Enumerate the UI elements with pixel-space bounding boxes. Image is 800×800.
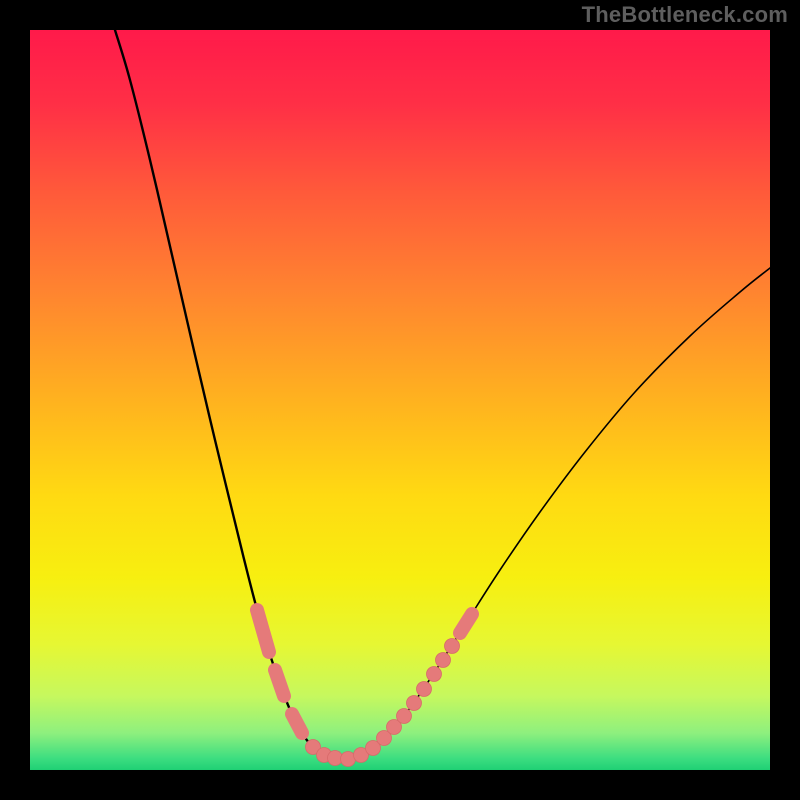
marker-dot xyxy=(407,696,422,711)
marker-dot xyxy=(417,682,432,697)
marker-dot xyxy=(427,667,442,682)
bottleneck-curve-chart xyxy=(0,0,800,800)
marker-pill xyxy=(292,714,302,733)
marker-dot xyxy=(436,653,451,668)
plot-background xyxy=(30,30,770,770)
watermark-text: TheBottleneck.com xyxy=(582,2,788,28)
marker-pill xyxy=(275,670,284,696)
chart-frame: TheBottleneck.com xyxy=(0,0,800,800)
marker-dot xyxy=(397,709,412,724)
marker-dot xyxy=(445,639,460,654)
